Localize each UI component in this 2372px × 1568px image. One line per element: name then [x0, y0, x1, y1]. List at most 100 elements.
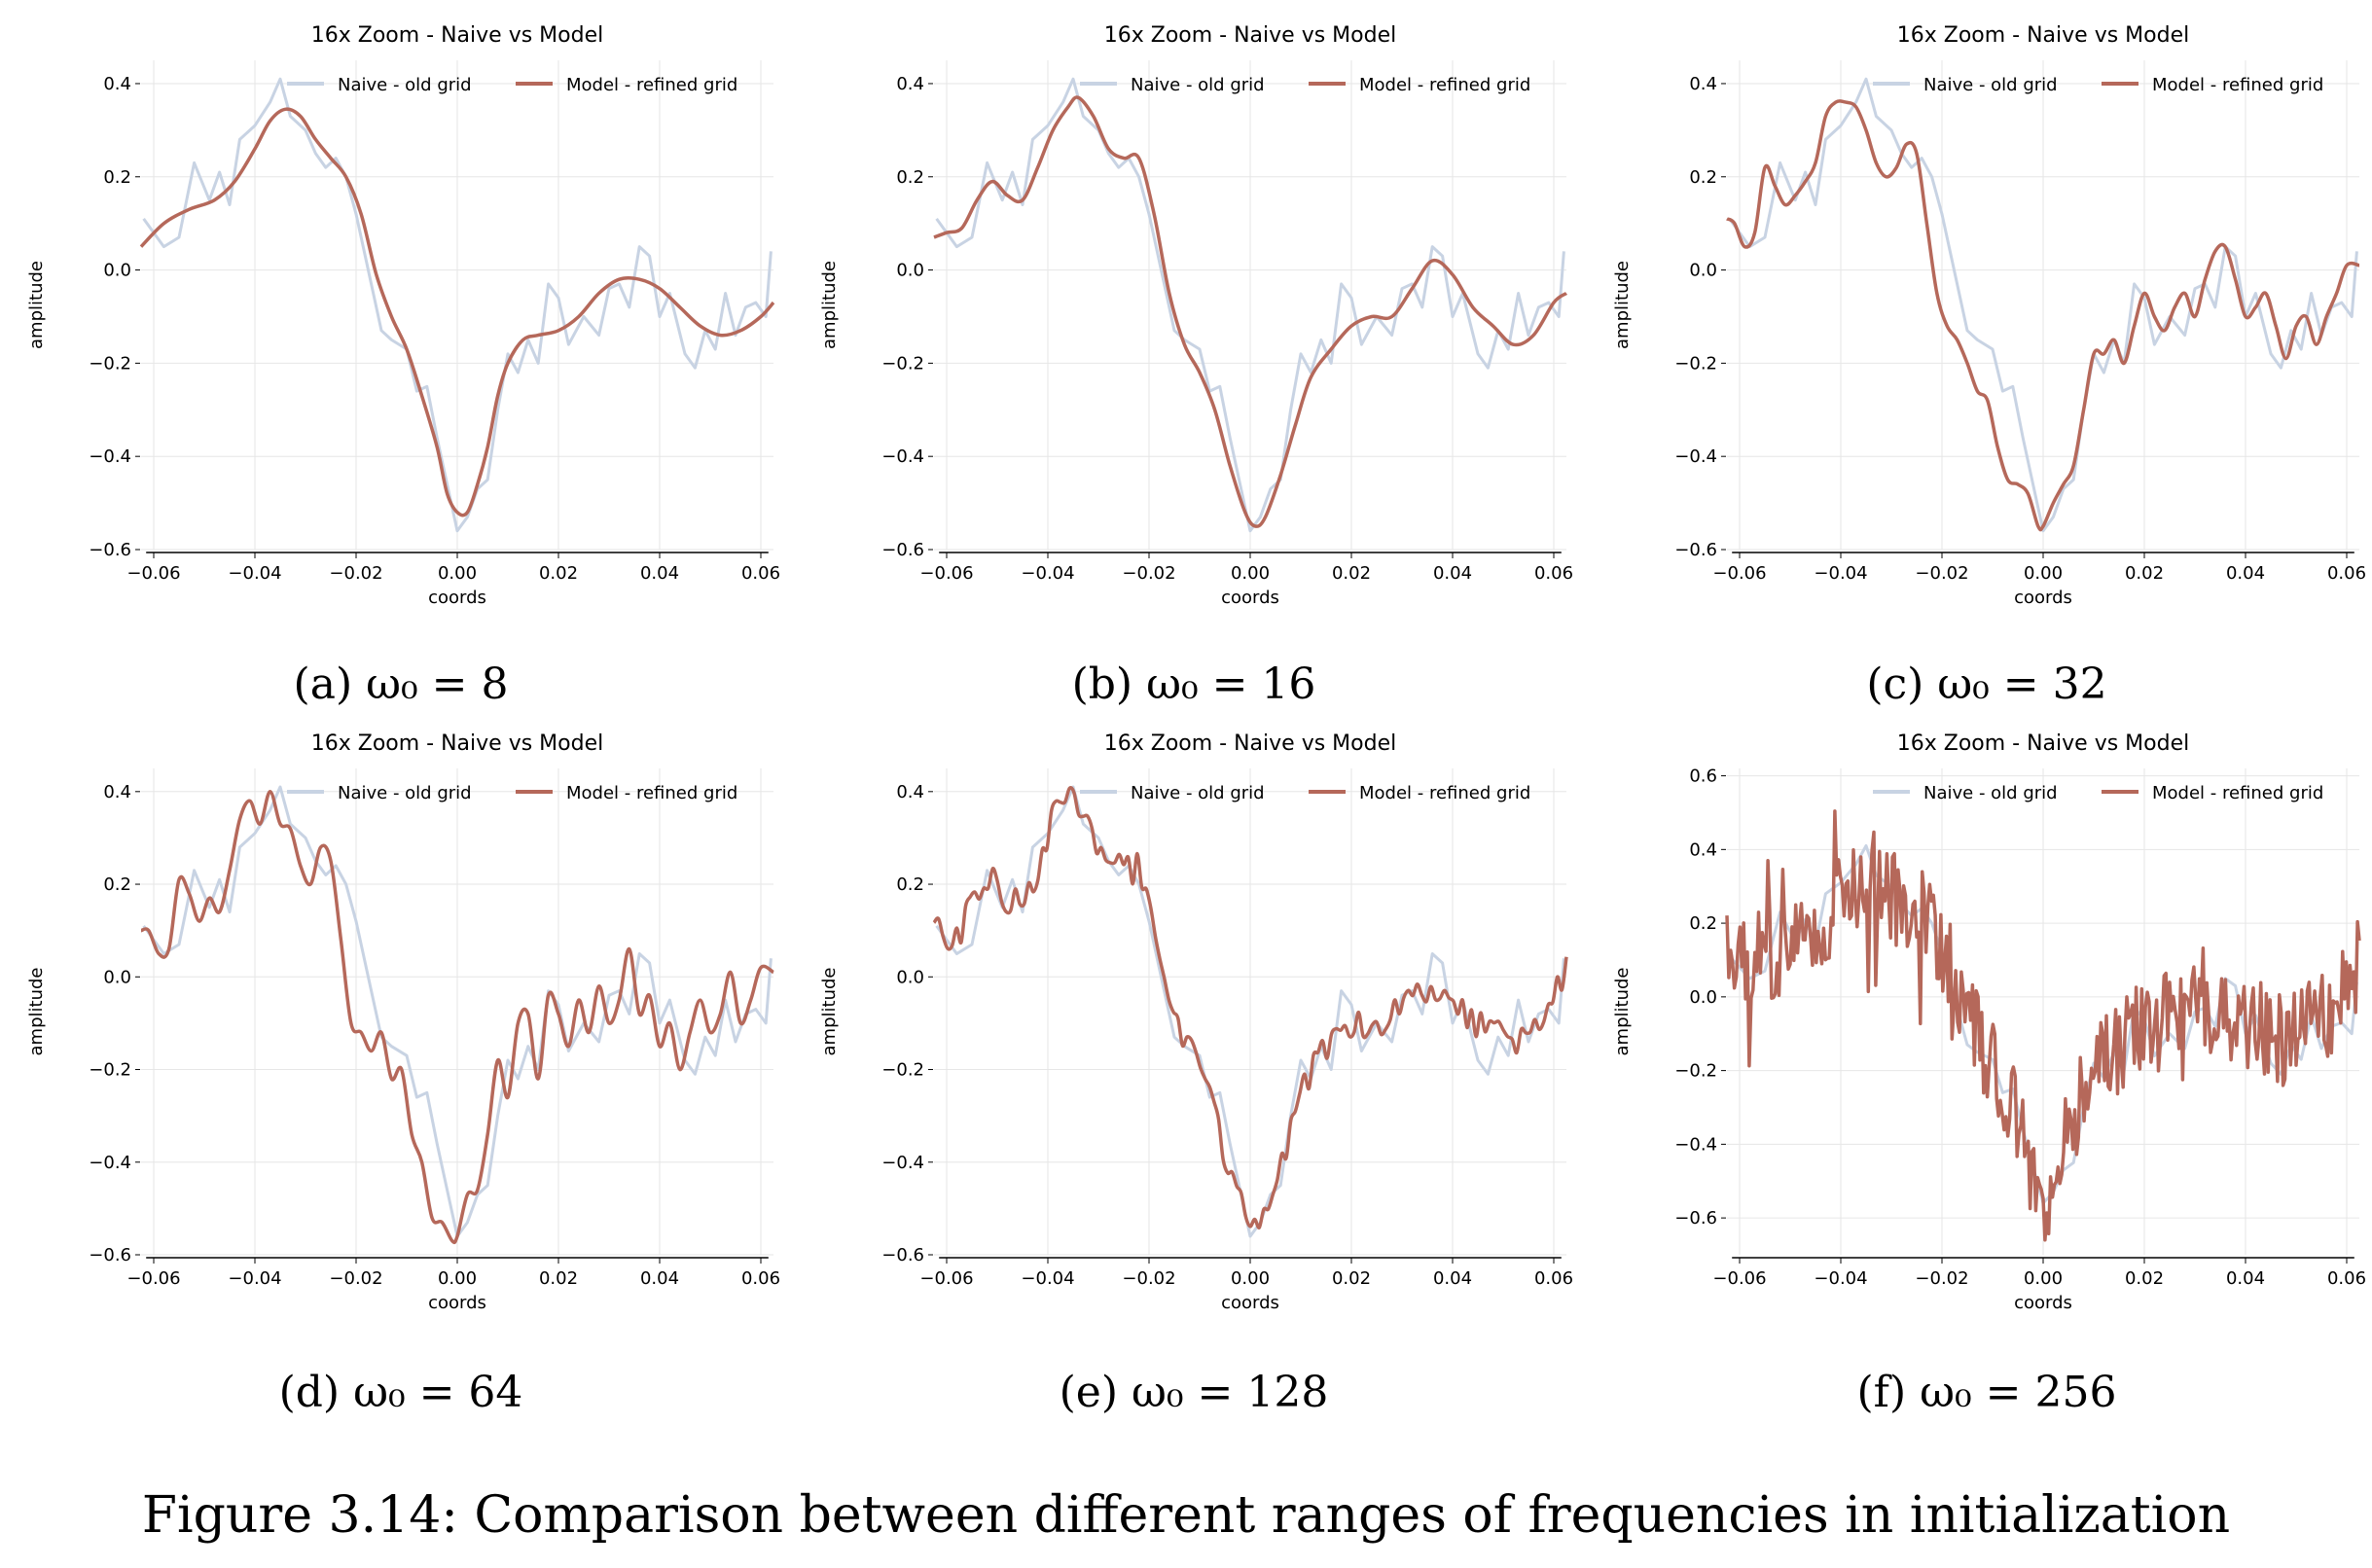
legend-label-model: Model - refined grid	[1359, 75, 1530, 95]
y-tick-label: −0.2	[881, 1060, 924, 1081]
x-tick-label: −0.06	[126, 1268, 180, 1289]
legend-label-model: Model - refined grid	[566, 75, 737, 95]
x-tick-label: 0.00	[1231, 1268, 1270, 1289]
y-tick-label: −0.6	[89, 1245, 131, 1265]
series-line-naive	[1728, 77, 2358, 533]
x-tick-label: 0.02	[2125, 1268, 2164, 1289]
y-tick-label: −0.4	[1674, 446, 1717, 467]
x-axis-label: coords	[1221, 588, 1279, 608]
y-axis-label: amplitude	[26, 261, 47, 349]
x-axis-label: coords	[428, 588, 486, 608]
x-tick-label: −0.06	[919, 563, 973, 584]
subfigure-caption: (c) ω₀ = 32	[1866, 659, 2106, 709]
x-tick-label: 0.00	[1231, 563, 1270, 584]
y-tick-label: 0.2	[896, 874, 924, 895]
x-tick-label: 0.02	[1332, 563, 1371, 584]
x-tick-label: −0.04	[228, 1268, 281, 1289]
x-tick-label: 0.06	[1534, 563, 1573, 584]
x-tick-label: −0.04	[1814, 1268, 1867, 1289]
y-tick-label: −0.4	[1674, 1134, 1717, 1155]
y-tick-label: −0.4	[881, 446, 924, 467]
series-line-model	[140, 790, 774, 1245]
x-tick-label: −0.02	[1122, 1268, 1175, 1289]
series-line-model	[1725, 809, 2361, 1242]
legend-label-naive: Naive - old grid	[1131, 75, 1265, 95]
x-tick-label: 0.04	[2226, 1268, 2265, 1289]
y-tick-label: 0.4	[1689, 74, 1717, 94]
chart-title: 16x Zoom - Naive vs Model	[1897, 23, 2189, 48]
y-tick-label: 0.4	[1689, 839, 1717, 860]
x-tick-label: −0.04	[228, 563, 281, 584]
x-tick-label: −0.02	[1122, 563, 1175, 584]
series-line-model	[933, 95, 1568, 528]
y-tick-label: −0.6	[89, 540, 131, 560]
subfigure-caption: (e) ω₀ = 128	[1060, 1368, 1329, 1417]
series-line-model	[1726, 99, 2360, 532]
y-tick-label: 0.2	[896, 167, 924, 188]
y-axis-label: amplitude	[1612, 261, 1633, 349]
x-tick-label: −0.04	[1814, 563, 1867, 584]
y-tick-label: 0.0	[896, 261, 924, 281]
chart-title: 16x Zoom - Naive vs Model	[1897, 731, 2189, 756]
y-tick-label: 0.0	[103, 967, 131, 987]
x-tick-label: 0.02	[539, 1268, 578, 1289]
y-tick-label: −0.4	[89, 1153, 131, 1173]
y-tick-label: −0.6	[881, 1245, 924, 1265]
legend-label-model: Model - refined grid	[2152, 783, 2323, 803]
subfigure-caption: (d) ω₀ = 64	[279, 1368, 523, 1417]
y-tick-label: 0.4	[103, 782, 131, 802]
y-tick-label: 0.2	[1689, 167, 1717, 188]
y-tick-label: 0.0	[1689, 261, 1717, 281]
chart-panel: −0.06 −0.04 −0.02 0.00 0.02 0.04 0.06 −0.6 −0.4 −…	[26, 731, 780, 1417]
x-tick-label: 0.02	[2125, 563, 2164, 584]
y-tick-label: −0.2	[89, 353, 131, 374]
y-axis-label: amplitude	[1612, 968, 1633, 1056]
y-tick-label: 0.4	[896, 782, 924, 802]
y-tick-label: −0.2	[1674, 353, 1717, 374]
y-tick-label: −0.6	[1674, 1208, 1717, 1229]
x-tick-label: 0.04	[2226, 563, 2265, 584]
x-tick-label: 0.06	[741, 563, 780, 584]
legend-label-naive: Naive - old grid	[338, 75, 472, 95]
series-line-model	[139, 107, 775, 517]
x-tick-label: −0.02	[1915, 1268, 1968, 1289]
x-tick-label: −0.06	[919, 1268, 973, 1289]
x-tick-label: −0.06	[1712, 1268, 1766, 1289]
y-tick-label: −0.2	[881, 353, 924, 374]
series-line-naive	[935, 77, 1565, 533]
subfigure-caption: (a) ω₀ = 8	[294, 659, 509, 709]
x-tick-label: 0.02	[1332, 1268, 1371, 1289]
x-tick-label: 0.00	[438, 563, 477, 584]
x-tick-label: 0.04	[1433, 1268, 1472, 1289]
chart-panel: −0.06 −0.04 −0.02 0.00 0.02 0.04 0.06 −0.6 −0.4 −…	[1612, 23, 2366, 709]
x-axis-label: coords	[2014, 1293, 2072, 1313]
chart-title: 16x Zoom - Naive vs Model	[311, 731, 603, 756]
y-tick-label: 0.4	[896, 74, 924, 94]
legend-label-naive: Naive - old grid	[1131, 783, 1265, 803]
y-tick-label: −0.2	[89, 1060, 131, 1081]
x-tick-label: −0.06	[126, 563, 180, 584]
x-tick-label: −0.04	[1021, 1268, 1074, 1289]
x-axis-label: coords	[2014, 588, 2072, 608]
series-line-model	[932, 786, 1568, 1229]
chart-panel: −0.06 −0.04 −0.02 0.00 0.02 0.04 0.06 −0.6 −0.4 −…	[1612, 731, 2366, 1417]
x-axis-label: coords	[428, 1293, 486, 1313]
x-tick-label: −0.02	[329, 563, 382, 584]
x-tick-label: 0.06	[1534, 1268, 1573, 1289]
x-tick-label: 0.00	[2024, 1268, 2063, 1289]
y-tick-label: 0.0	[896, 967, 924, 987]
y-tick-label: 0.4	[103, 74, 131, 94]
x-tick-label: −0.04	[1021, 563, 1074, 584]
y-tick-label: 0.2	[1689, 913, 1717, 934]
y-axis-label: amplitude	[819, 968, 840, 1056]
figure-caption: Figure 3.14: Comparison between differen…	[142, 1486, 2230, 1545]
x-axis-label: coords	[1221, 1293, 1279, 1313]
y-axis-label: amplitude	[819, 261, 840, 349]
x-tick-label: 0.02	[539, 563, 578, 584]
x-tick-label: 0.06	[2327, 1268, 2366, 1289]
x-tick-label: 0.00	[2024, 563, 2063, 584]
chart-title: 16x Zoom - Naive vs Model	[1104, 731, 1396, 756]
y-tick-label: 0.0	[103, 261, 131, 281]
legend-label-model: Model - refined grid	[566, 783, 737, 803]
x-tick-label: −0.02	[1915, 563, 1968, 584]
